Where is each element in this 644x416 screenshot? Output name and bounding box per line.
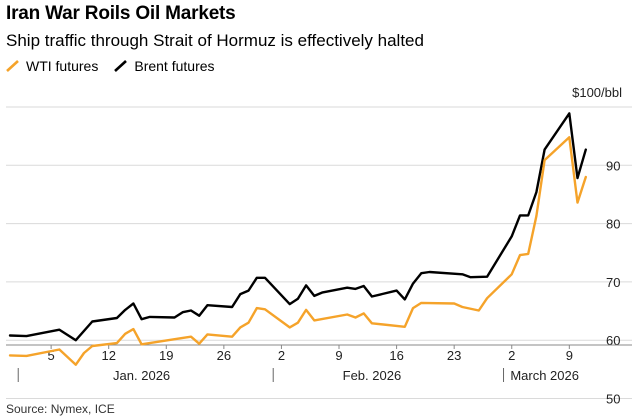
chart-title: Iran War Roils Oil Markets [6, 3, 236, 24]
legend: WTI futures Brent futures [6, 58, 231, 74]
y-tick-label: 90 [606, 158, 620, 173]
chart-subtitle: Ship traffic through Strait of Hormuz is… [6, 31, 424, 50]
month-label: Jan. 2026 [113, 368, 170, 383]
x-tick-label: 19 [159, 348, 173, 363]
legend-label-brent: Brent futures [134, 58, 215, 74]
x-tick-label: 9 [335, 348, 342, 363]
month-label: Feb. 2026 [343, 368, 402, 383]
y-tick-label: 60 [606, 333, 620, 348]
x-tick-label: 9 [566, 348, 573, 363]
legend-item-brent: Brent futures [114, 58, 215, 74]
wti-swatch-icon [6, 60, 19, 72]
series-line-brent-futures [8, 112, 587, 342]
x-tick-label: 26 [217, 348, 231, 363]
x-tick-label: 12 [101, 348, 115, 363]
legend-item-wti: WTI futures [6, 58, 98, 74]
source-note: Source: Nymex, ICE [6, 402, 115, 416]
x-tick-label: 5 [48, 348, 55, 363]
x-tick-label: 2 [508, 348, 515, 363]
brent-swatch-icon [114, 60, 128, 72]
y-tick-label: 50 [606, 392, 620, 407]
x-tick-label: 2 [278, 348, 285, 363]
series-line-wti-futures [8, 136, 587, 366]
legend-label-wti: WTI futures [26, 58, 99, 74]
y-tick-label: 70 [606, 275, 620, 290]
x-tick-label: 23 [447, 348, 461, 363]
y-tick-label: $100/bbl [572, 85, 622, 100]
month-label: March 2026 [510, 368, 579, 383]
x-tick-label: 16 [389, 348, 403, 363]
y-tick-label: 80 [606, 217, 620, 232]
